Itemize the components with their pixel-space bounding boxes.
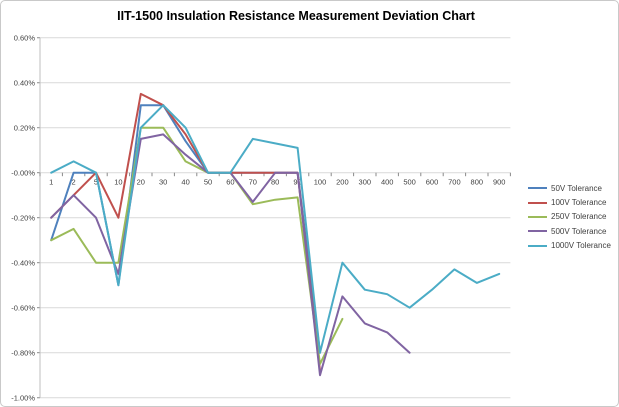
legend-line-swatch <box>528 201 547 204</box>
x-axis-label: 500 <box>403 178 416 187</box>
y-axis-label: -0.80% <box>11 348 35 357</box>
y-axis-label: -1.00% <box>11 393 35 402</box>
y-axis-label: 0.60% <box>14 33 36 42</box>
legend-label: 50V Tolerance <box>551 183 602 193</box>
legend-item-1000v-tolerance: 1000V Tolerance <box>528 239 611 253</box>
chart-legend: 50V Tolerance 100V Tolerance 250V Toleranc… <box>528 181 611 253</box>
y-axis-label: 0.20% <box>14 123 36 132</box>
legend-item-250v-tolerance: 250V Tolerance <box>528 210 611 224</box>
x-axis-label: 900 <box>493 178 506 187</box>
x-axis-label: 40 <box>181 178 189 187</box>
legend-line-swatch <box>528 230 547 233</box>
x-axis-label: 5 <box>94 178 98 187</box>
y-axis-label: 0.40% <box>14 78 36 87</box>
series-line-50v-tolerance <box>50 104 321 354</box>
x-axis-label: 600 <box>426 178 439 187</box>
y-axis-label: -0.20% <box>11 213 35 222</box>
legend-item-50v-tolerance: 50V Tolerance <box>528 181 611 195</box>
x-axis-label: 80 <box>271 178 279 187</box>
series-line-250v-tolerance <box>50 126 344 365</box>
legend-label: 1000V Tolerance <box>551 241 611 251</box>
legend-label: 500V Tolerance <box>551 226 607 236</box>
y-axis-label: -0.40% <box>11 258 35 267</box>
x-axis-label: 300 <box>359 178 372 187</box>
x-axis-label: 50 <box>204 178 212 187</box>
x-axis-label: 200 <box>336 178 349 187</box>
legend-line-swatch <box>528 244 547 247</box>
x-axis-label: 2 <box>72 178 76 187</box>
y-axis-label: -0.00% <box>11 168 35 177</box>
chart-title: IIT-1500 Insulation Resistance Measureme… <box>117 9 475 23</box>
series-line-100v-tolerance <box>50 92 321 372</box>
x-axis-label: 400 <box>381 178 394 187</box>
series-line-500v-tolerance <box>50 133 411 377</box>
legend-line-swatch <box>528 215 547 218</box>
x-axis-label: 30 <box>159 178 167 187</box>
x-axis-label: 90 <box>293 178 301 187</box>
x-axis-label: 700 <box>448 178 461 187</box>
x-axis-label: 10 <box>114 178 122 187</box>
legend-item-500v-tolerance: 500V Tolerance <box>528 224 611 238</box>
x-axis-label: 70 <box>249 178 257 187</box>
series-line-1000v-tolerance <box>50 104 501 354</box>
legend-label: 250V Tolerance <box>551 212 607 222</box>
x-axis-label: 20 <box>137 178 145 187</box>
x-axis-label: 100 <box>314 178 327 187</box>
x-axis-label: 800 <box>471 178 484 187</box>
legend-label: 100V Tolerance <box>551 198 607 208</box>
x-axis-label: 1 <box>49 178 53 187</box>
x-axis-label: 60 <box>226 178 234 187</box>
legend-line-swatch <box>528 187 547 190</box>
legend-item-100v-tolerance: 100V Tolerance <box>528 195 611 209</box>
y-axis-label: -0.60% <box>11 303 35 312</box>
